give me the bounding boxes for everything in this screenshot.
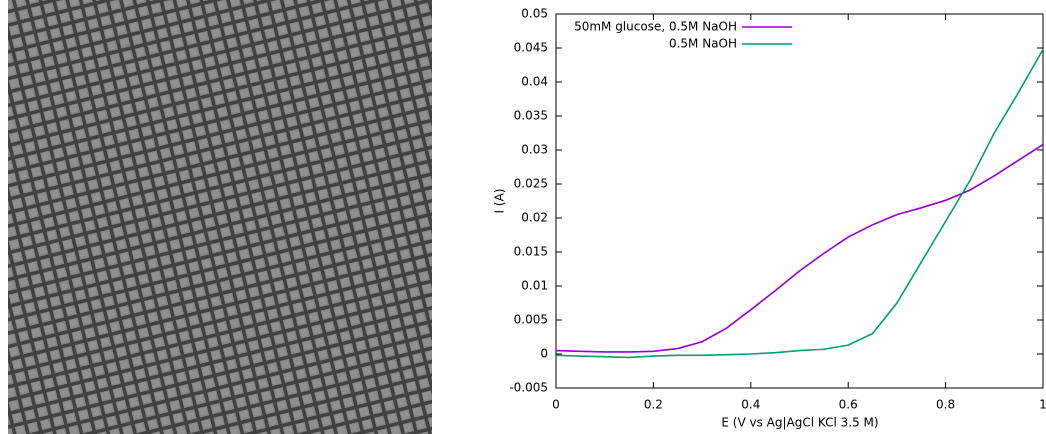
legend-label: 0.5M NaOH	[669, 37, 737, 51]
y-tick-label: 0	[540, 347, 548, 361]
y-tick-label: 0.015	[514, 245, 548, 259]
x-tick-label: 0.2	[644, 398, 663, 412]
y-tick-label: 0.045	[514, 41, 548, 55]
photo-shade	[8, 0, 432, 434]
x-tick-label: 0.4	[741, 398, 760, 412]
legend-label: 50mM glucose, 0.5M NaOH	[574, 20, 737, 34]
x-tick-label: 0	[552, 398, 560, 412]
data-line	[555, 48, 1044, 359]
y-tick-label: 0.05	[521, 7, 548, 21]
y-axis-label: I (A)	[493, 189, 507, 214]
y-tick-label: 0.04	[521, 75, 548, 89]
y-tick-label: 0.01	[521, 279, 548, 293]
plot-border	[555, 13, 1044, 389]
mesh-photo	[8, 0, 432, 434]
x-tick-label: 1	[1039, 398, 1046, 412]
y-tick-label: 0.035	[514, 109, 548, 123]
x-tick-label: 0.6	[839, 398, 858, 412]
x-axis-label: E (V vs Ag|AgCl KCl 3.5 M)	[721, 416, 878, 430]
y-tick-label: 0.005	[514, 313, 548, 327]
y-tick-label: 0.025	[514, 177, 548, 191]
y-tick-label: 0.02	[521, 211, 548, 225]
data-line	[555, 143, 1044, 353]
y-tick-label: 0.03	[521, 143, 548, 157]
y-tick-label: -0.005	[509, 381, 548, 395]
x-tick-label: 0.8	[936, 398, 955, 412]
